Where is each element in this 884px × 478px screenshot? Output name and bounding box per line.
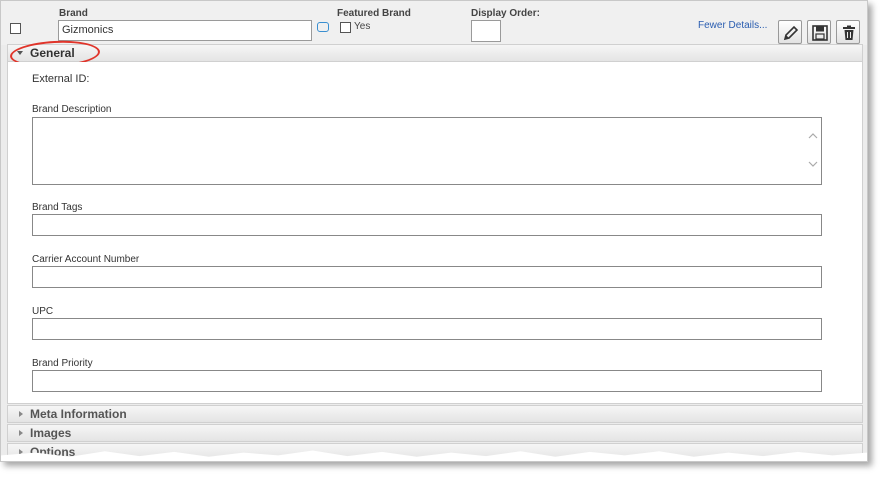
brand-description-textarea[interactable] <box>32 117 822 185</box>
upc-input[interactable] <box>32 318 822 340</box>
collapse-arrow-icon <box>17 51 23 55</box>
section-general-header[interactable]: General <box>7 44 863 62</box>
pencil-icon <box>783 25 799 41</box>
section-images-title: Images <box>30 426 72 440</box>
display-order-input[interactable] <box>471 20 501 42</box>
chat-bubble-icon[interactable] <box>317 17 329 32</box>
trash-icon <box>843 25 855 40</box>
brand-editor-panel: Brand Gizmonics Featured Brand Yes Displ… <box>0 0 868 462</box>
edit-button[interactable] <box>778 20 802 44</box>
featured-brand-checkbox[interactable] <box>340 22 351 33</box>
carrier-account-input[interactable] <box>32 266 822 288</box>
brand-label: Brand <box>59 8 88 19</box>
brand-priority-input[interactable] <box>32 370 822 392</box>
torn-edge <box>1 450 867 461</box>
external-id-label: External ID: <box>32 73 90 85</box>
upc-label: UPC <box>32 306 54 317</box>
row-select-checkbox[interactable] <box>10 23 21 34</box>
scroll-down-icon[interactable] <box>808 160 818 168</box>
brand-description-label: Brand Description <box>32 104 112 115</box>
section-general-body: External ID: Brand Description Brand Tag… <box>7 62 863 404</box>
display-order-label: Display Order: <box>471 8 540 19</box>
carrier-account-label: Carrier Account Number <box>32 254 140 265</box>
brand-name-input[interactable]: Gizmonics <box>58 20 312 41</box>
delete-button[interactable] <box>836 20 860 44</box>
section-images-header[interactable]: Images <box>7 424 863 442</box>
brand-tags-label: Brand Tags <box>32 202 83 213</box>
section-general-title: General <box>30 46 75 60</box>
section-meta-title: Meta Information <box>30 407 127 421</box>
expand-arrow-icon <box>19 449 23 455</box>
expand-arrow-icon <box>19 411 23 417</box>
floppy-disk-icon <box>812 25 828 41</box>
scroll-up-icon[interactable] <box>808 132 818 140</box>
featured-yes-label: Yes <box>354 21 371 32</box>
brand-header-row: Brand Gizmonics Featured Brand Yes Displ… <box>1 1 867 45</box>
expand-arrow-icon <box>19 430 23 436</box>
featured-brand-label: Featured Brand <box>337 8 411 19</box>
section-meta-header[interactable]: Meta Information <box>7 405 863 423</box>
brand-priority-label: Brand Priority <box>32 358 93 369</box>
brand-tags-input[interactable] <box>32 214 822 236</box>
save-button[interactable] <box>807 20 831 44</box>
fewer-details-link[interactable]: Fewer Details... <box>698 20 768 31</box>
